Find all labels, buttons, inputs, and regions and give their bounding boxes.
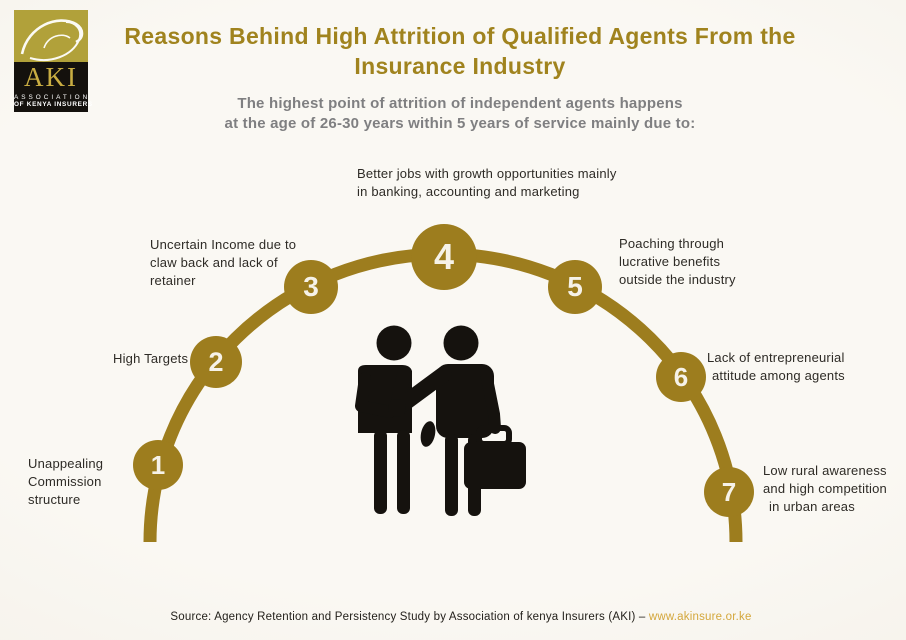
page-subtitle: The highest point of attrition of indepe… [14, 94, 906, 134]
step-label-2: High Targets [113, 351, 189, 366]
step-label-1: Unappealing Commission structure [28, 456, 104, 507]
step-circle-4: 4 [411, 224, 477, 290]
step-label-6: Lack of entrepreneurial attitude among a… [707, 350, 845, 383]
step-circle-7: 7 [704, 467, 754, 517]
step-number-2: 2 [208, 346, 224, 377]
step-number-3: 3 [303, 271, 319, 302]
aki-logo-line1: ASSOCIATION [14, 94, 91, 101]
step-circle-3: 3 [284, 260, 338, 314]
page-subtitle-line2: at the age of 26-30 years within 5 years… [224, 115, 696, 132]
step-label-3: Uncertain Income due to claw back and la… [150, 237, 297, 288]
page-title-line2: Insurance Industry [354, 53, 566, 79]
step-label-5: Poaching through lucrative benefits outs… [619, 236, 736, 287]
aki-logo-swirl-icon [14, 10, 88, 62]
step-label-7: Low rural awareness and high competition… [763, 463, 887, 514]
step-circle-1: 1 [133, 440, 183, 490]
aki-logo-acronym: AKI [24, 62, 78, 92]
page-title: Reasons Behind High Attrition of Qualifi… [14, 21, 906, 81]
page-title-line1: Reasons Behind High Attrition of Qualifi… [124, 23, 796, 49]
aki-logo-line2: OF KENYA INSURERS [14, 101, 93, 108]
source-link[interactable]: www.akinsure.or.ke [648, 611, 752, 623]
aki-logo: AKI ASSOCIATION OF KENYA INSURERS [14, 10, 93, 112]
step-label-4: Better jobs with growth opportunities ma… [357, 166, 617, 199]
page-subtitle-line1: The highest point of attrition of indepe… [237, 95, 683, 112]
handshake-icon [355, 325, 526, 516]
source-line: Source: Agency Retention and Persistency… [0, 611, 906, 623]
source-text: Source: Agency Retention and Persistency… [170, 611, 649, 623]
step-number-7: 7 [721, 476, 737, 507]
step-number-4: 4 [433, 236, 455, 277]
step-circle-2: 2 [190, 336, 242, 388]
aki-logo-text-block: AKI ASSOCIATION OF KENYA INSURERS [14, 62, 93, 112]
step-circle-6: 6 [656, 352, 706, 402]
step-number-5: 5 [567, 271, 583, 302]
step-number-1: 1 [150, 449, 166, 480]
step-circle-5: 5 [548, 260, 602, 314]
step-number-6: 6 [673, 361, 689, 392]
